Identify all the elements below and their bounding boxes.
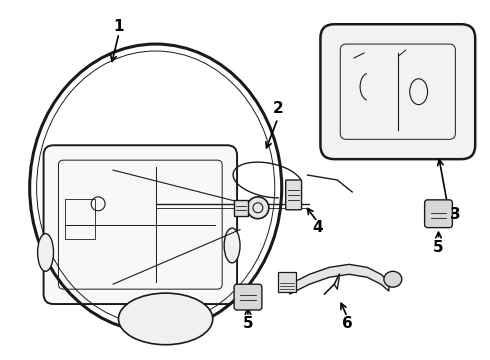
Text: 4: 4 — [312, 220, 323, 235]
Text: 3: 3 — [450, 207, 461, 222]
Text: 6: 6 — [342, 316, 353, 332]
Bar — [234, 200, 248, 216]
Ellipse shape — [119, 293, 213, 345]
Text: 5: 5 — [243, 316, 253, 332]
Ellipse shape — [224, 228, 240, 263]
FancyBboxPatch shape — [320, 24, 475, 159]
Ellipse shape — [247, 197, 269, 219]
Text: 1: 1 — [114, 19, 124, 34]
FancyBboxPatch shape — [234, 284, 262, 310]
FancyBboxPatch shape — [286, 180, 301, 210]
Polygon shape — [290, 264, 389, 294]
Bar — [65, 199, 95, 239]
Ellipse shape — [38, 234, 53, 271]
FancyBboxPatch shape — [44, 145, 237, 304]
Text: 2: 2 — [272, 101, 283, 116]
Text: 5: 5 — [433, 240, 444, 255]
FancyBboxPatch shape — [425, 200, 452, 228]
Ellipse shape — [384, 271, 402, 287]
Bar — [278, 272, 295, 292]
